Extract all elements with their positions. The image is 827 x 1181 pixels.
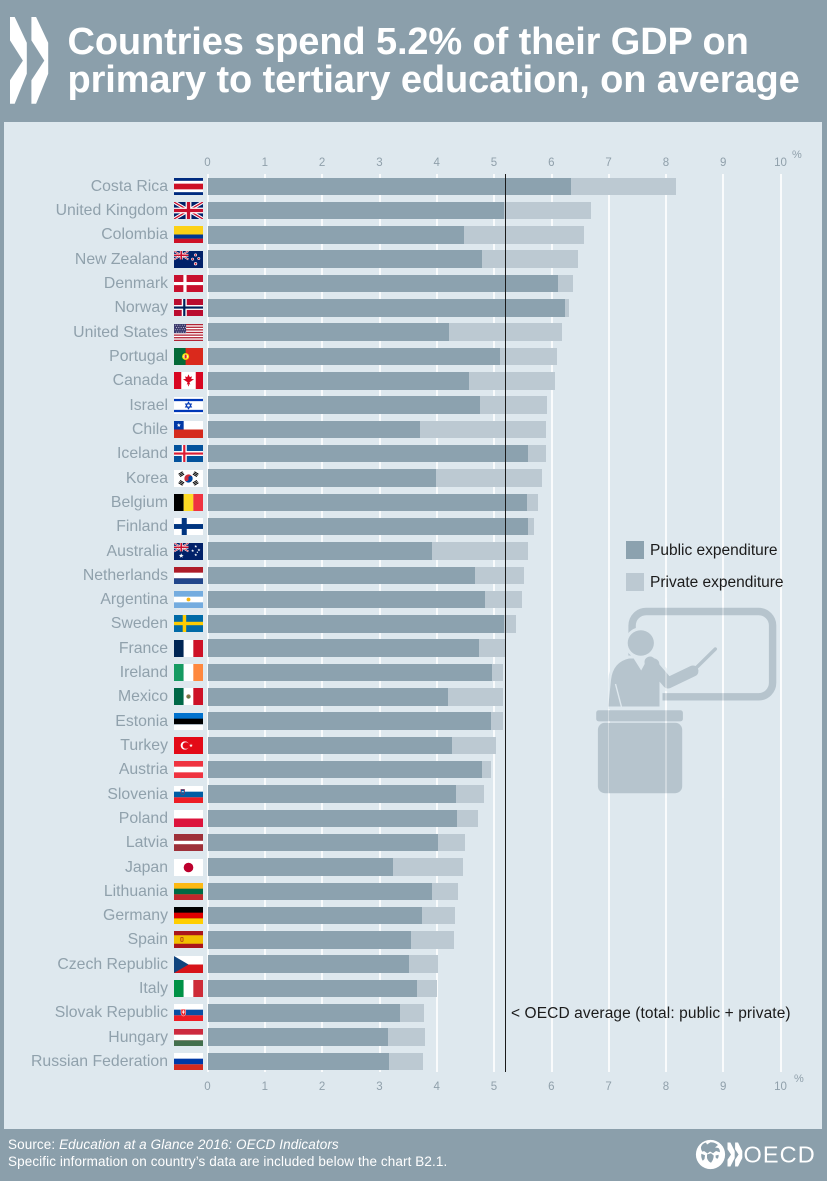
svg-text:OECD: OECD (744, 1142, 816, 1168)
